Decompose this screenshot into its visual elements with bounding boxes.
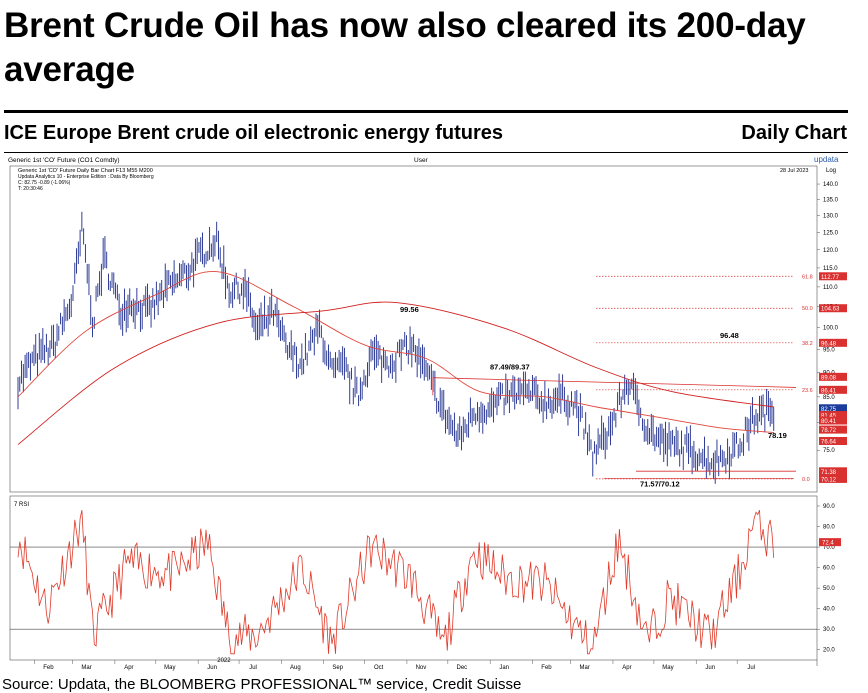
annotation-label: 96.48 — [720, 331, 739, 340]
price-badge-label: 89.08 — [821, 375, 837, 381]
rsi-tick-label: 40.0 — [823, 607, 835, 613]
annotation-label: 87.49/89.37 — [490, 363, 530, 372]
chart-type-label: Daily Chart — [741, 122, 847, 144]
chart-subtitle: ICE Europe Brent crude oil electronic en… — [4, 122, 504, 144]
info-line-2: Updata Analytics 10 - Enterprise Edition… — [18, 174, 154, 180]
price-badge — [819, 416, 847, 425]
source-note: Source: Updata, the BLOOMBERG PROFESSION… — [2, 676, 522, 693]
annotation-label: 99.56 — [400, 305, 419, 314]
rsi-tick-label: 50.0 — [823, 586, 835, 592]
fib-level-label: 38.2 — [802, 341, 813, 347]
price-tick-label: 125.0 — [823, 230, 839, 236]
fib-level-label: 23.6 — [802, 388, 813, 394]
price-badge-label: 112.77 — [821, 275, 840, 281]
x-tick-label: Jan — [499, 665, 509, 671]
x-tick-label: Feb — [541, 665, 552, 671]
price-tick-label: 135.0 — [823, 198, 839, 204]
header-left: Generic 1st 'CO' Future (CO1 Comdty) — [8, 157, 120, 164]
x-tick-label: May — [164, 665, 175, 671]
price-tick-label: 140.0 — [823, 182, 839, 188]
rsi-panel-frame — [9, 495, 818, 661]
rsi-tick-label: 70.0 — [823, 545, 835, 551]
log-scale-label: Log — [826, 168, 836, 174]
x-tick-label: Apr — [124, 665, 133, 671]
price-badge-label: 76.64 — [821, 439, 837, 445]
x-tick-label: Dec — [457, 665, 468, 671]
info-line-date: 28 Jul 2023 — [780, 168, 808, 174]
fib-level-label: 61.8 — [802, 274, 813, 280]
rsi-tick-label: 90.0 — [823, 504, 835, 510]
header-center: User — [414, 157, 429, 164]
price-tick-label: 85.0 — [823, 395, 835, 401]
price-tick-label: 100.0 — [823, 326, 839, 332]
rsi-tick-label: 30.0 — [823, 627, 835, 633]
rsi-line — [17, 509, 775, 655]
rsi-tick-label: 60.0 — [823, 566, 835, 572]
annotation-label: 78.19 — [768, 431, 787, 440]
price-badge — [819, 304, 847, 313]
price-badge-label: 78.72 — [821, 428, 837, 434]
info-line-1: Generic 1st 'CO' Future Daily Bar Chart … — [18, 168, 153, 174]
price-badge-label: 71.38 — [821, 470, 837, 476]
header-logo: updata — [814, 155, 839, 164]
ma-55-line — [17, 271, 775, 433]
rsi-tick-label: 80.0 — [823, 525, 835, 531]
price-badge — [819, 404, 847, 413]
x-tick-label: Apr — [622, 665, 631, 671]
x-tick-label: Oct — [374, 665, 384, 671]
price-tick-label: 75.0 — [823, 448, 835, 454]
info-line-4: T: 20:30:46 — [18, 186, 43, 192]
price-tick-label: 130.0 — [823, 214, 839, 220]
x-tick-label: Nov — [416, 665, 427, 671]
price-badge — [819, 385, 847, 394]
page-title: Brent Crude Oil has now also cleared its… — [4, 6, 806, 89]
rsi-badge-label: 72.4 — [822, 541, 834, 547]
x-tick-label: Mar — [579, 665, 589, 671]
price-badge — [819, 467, 847, 476]
price-badge-label: 104.63 — [821, 307, 840, 313]
price-tick-label: 115.0 — [823, 266, 838, 272]
price-badge-label: 96.48 — [821, 341, 837, 347]
year-label: 2022 — [217, 658, 231, 664]
price-badge — [819, 436, 847, 445]
rsi-tick-label: 20.0 — [823, 648, 835, 654]
info-line-3: C: 82.75 -0.89 (-1.06%) — [18, 180, 71, 186]
fib-level-label: 50.0 — [802, 306, 813, 312]
x-tick-label: May — [662, 665, 673, 671]
title-rule — [4, 110, 848, 113]
x-tick-label: Jul — [249, 665, 257, 671]
price-badge — [819, 411, 847, 420]
x-tick-label: Mar — [81, 665, 91, 671]
x-tick-label: Feb — [43, 665, 54, 671]
x-tick-label: Aug — [290, 665, 301, 671]
price-badge — [819, 338, 847, 347]
price-tick-label: 95.0 — [823, 347, 835, 353]
price-tick-label: 120.0 — [823, 248, 839, 254]
resistance-line — [432, 377, 797, 388]
x-tick-label: Jun — [705, 665, 715, 671]
ma-200-line — [17, 301, 775, 445]
price-badge-label: 70.12 — [821, 477, 837, 483]
price-badge-label: 80.41 — [821, 419, 837, 425]
subtitle-rule — [4, 152, 848, 153]
price-badge — [819, 372, 847, 381]
price-badge — [819, 272, 847, 281]
price-chart: Generic 1st 'CO' Future (CO1 Comdty) Use… — [4, 154, 848, 674]
rsi-label: 7 RSI — [14, 502, 29, 508]
fib-level-label: 0.0 — [802, 477, 810, 483]
rsi-badge — [819, 538, 841, 547]
annotation-label: 71.57/70.12 — [640, 479, 680, 488]
price-badge — [819, 474, 847, 483]
price-badge-label: 86.41 — [821, 388, 837, 394]
price-panel-frame — [9, 165, 818, 493]
x-tick-label: Jun — [207, 665, 217, 671]
x-tick-label: Jul — [747, 665, 755, 671]
price-badge-label: 82.75 — [821, 407, 837, 413]
price-badge — [819, 425, 847, 434]
price-tick-label: 110.0 — [823, 285, 838, 291]
x-tick-label: Sep — [332, 665, 343, 671]
